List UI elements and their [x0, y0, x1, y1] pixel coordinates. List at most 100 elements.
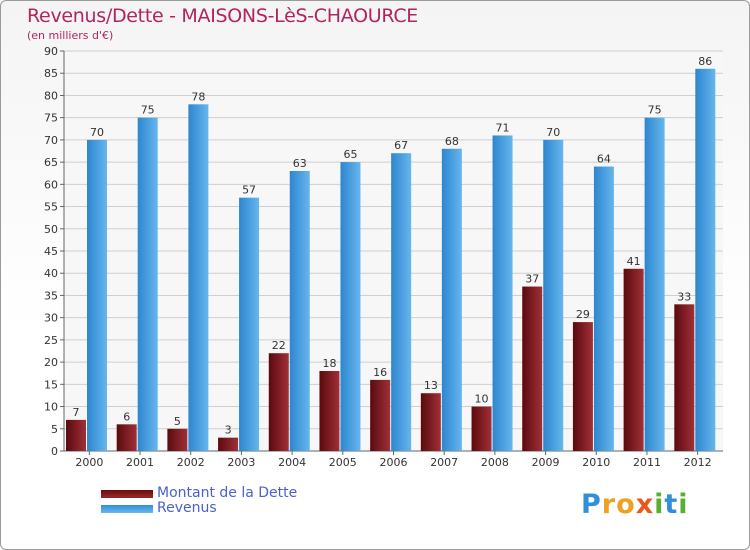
x-tick-label: 2009 — [532, 456, 560, 469]
y-tick-label: 35 — [44, 289, 58, 302]
legend-swatch-dette — [101, 490, 153, 498]
revenue-value-label: 67 — [394, 139, 408, 152]
debt-bar — [66, 419, 86, 451]
debt-value-label: 16 — [373, 366, 387, 379]
debt-value-label: 22 — [272, 339, 286, 352]
revenue-bar — [695, 68, 716, 452]
revenue-bar — [492, 135, 513, 451]
revenue-bar — [289, 171, 310, 451]
debt-bar — [572, 322, 593, 451]
logo-letter: t — [664, 489, 679, 520]
logo-letter: P — [581, 489, 602, 520]
revenue-bar — [87, 139, 107, 451]
revenue-value-label: 70 — [546, 126, 560, 139]
x-tick-label: 2002 — [177, 456, 205, 469]
y-tick-label: 15 — [44, 378, 58, 391]
revenue-bar — [188, 104, 209, 451]
revenue-value-label: 57 — [242, 184, 256, 197]
revenue-bar — [543, 139, 564, 451]
debt-value-label: 29 — [576, 308, 590, 321]
logo-letter: i — [654, 489, 665, 520]
debt-value-label: 13 — [424, 379, 438, 392]
y-tick-label: 55 — [44, 201, 58, 214]
revenue-bar — [391, 153, 412, 451]
y-tick-label: 45 — [44, 245, 58, 258]
revenue-value-label: 68 — [445, 135, 459, 148]
debt-bar — [471, 406, 492, 451]
x-tick-label: 2003 — [227, 456, 255, 469]
debt-value-label: 6 — [123, 410, 130, 423]
y-tick-label: 80 — [44, 89, 58, 102]
revenue-bar — [137, 117, 158, 452]
debt-bar — [319, 371, 340, 451]
debt-bar — [420, 393, 441, 451]
x-tick-label: 2005 — [329, 456, 357, 469]
y-tick-label: 20 — [44, 356, 58, 369]
legend-label-dette: Montant de la Dette — [157, 485, 298, 501]
x-tick-label: 2006 — [380, 456, 408, 469]
y-tick-label: 60 — [44, 178, 58, 191]
y-tick-label: 90 — [44, 45, 58, 58]
logo-letter: x — [635, 489, 655, 520]
y-tick-label: 70 — [44, 134, 58, 147]
x-tick-label: 2012 — [684, 456, 712, 469]
x-tick-label: 2001 — [126, 456, 154, 469]
y-tick-label: 75 — [44, 112, 58, 125]
revenue-value-label: 70 — [90, 126, 104, 139]
debt-value-label: 18 — [322, 357, 336, 370]
legend-label-revenus: Revenus — [157, 500, 217, 516]
revenue-value-label: 65 — [343, 148, 357, 161]
revenue-value-label: 64 — [597, 153, 611, 166]
debt-bar — [268, 353, 289, 451]
x-tick-label: 2007 — [430, 456, 458, 469]
debt-bar — [370, 379, 391, 451]
x-tick-label: 2011 — [633, 456, 661, 469]
revenue-bar — [340, 162, 361, 451]
debt-value-label: 7 — [73, 406, 80, 419]
legend-swatch-revenus — [101, 505, 153, 513]
logo-letter: o — [616, 489, 636, 520]
x-tick-label: 2004 — [278, 456, 306, 469]
y-tick-label: 40 — [44, 267, 58, 280]
x-tick-label: 2000 — [75, 456, 103, 469]
debt-bar — [218, 437, 239, 451]
revenue-value-label: 86 — [698, 55, 712, 68]
debt-bar — [674, 304, 695, 451]
revenue-bar — [441, 148, 462, 451]
y-tick-label: 10 — [44, 401, 58, 414]
logo-letter: r — [601, 489, 617, 520]
debt-bar — [167, 428, 188, 451]
revenue-bar — [239, 197, 260, 451]
chart-subtitle: (en milliers d'€) — [27, 29, 114, 42]
chart-title: Revenus/Dette - MAISONS-LèS-CHAOURCE — [27, 5, 419, 27]
x-tick-label: 2010 — [582, 456, 610, 469]
logo-letter: i — [678, 489, 689, 520]
debt-value-label: 3 — [225, 424, 232, 437]
revenue-bar — [644, 117, 665, 452]
y-tick-label: 50 — [44, 223, 58, 236]
debt-value-label: 10 — [475, 393, 489, 406]
revenue-value-label: 63 — [293, 157, 307, 170]
x-tick-label: 2008 — [481, 456, 509, 469]
revenue-value-label: 71 — [496, 121, 510, 134]
revenue-value-label: 78 — [191, 90, 205, 103]
y-tick-label: 5 — [51, 423, 58, 436]
debt-bar — [522, 286, 543, 451]
debt-value-label: 37 — [525, 273, 539, 286]
y-tick-label: 65 — [44, 156, 58, 169]
debt-bar — [623, 268, 644, 451]
revenue-value-label: 75 — [648, 104, 662, 117]
proxiti-logo: Proxiti — [581, 489, 689, 520]
revenue-bar — [593, 166, 614, 452]
debt-value-label: 5 — [174, 415, 181, 428]
debt-value-label: 41 — [627, 255, 641, 268]
debt-value-label: 33 — [677, 290, 691, 303]
revenue-value-label: 75 — [141, 104, 155, 117]
y-tick-label: 0 — [51, 445, 58, 458]
y-tick-label: 25 — [44, 334, 58, 347]
y-tick-label: 85 — [44, 67, 58, 80]
debt-bar — [116, 424, 137, 451]
y-tick-label: 30 — [44, 312, 58, 325]
